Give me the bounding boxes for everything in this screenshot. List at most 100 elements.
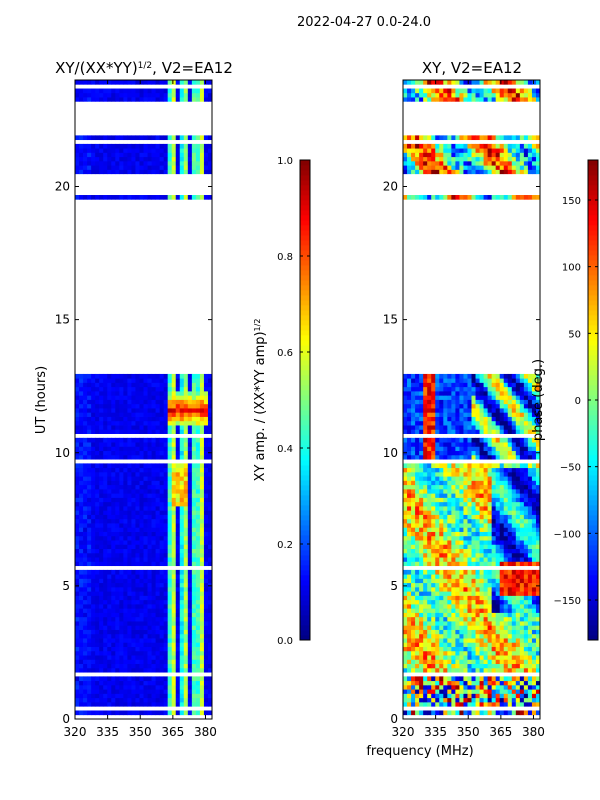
heatmap-cell	[75, 561, 80, 567]
heatmap-cell	[203, 599, 209, 605]
heatmap-cell	[187, 446, 193, 452]
heatmap-cell	[87, 531, 92, 537]
heatmap-cell	[75, 390, 80, 396]
heatmap-cell	[151, 403, 156, 409]
heatmap-cell	[515, 535, 521, 541]
heatmap-cell	[199, 676, 205, 682]
heatmap-cell	[107, 160, 112, 166]
heatmap-cell	[87, 425, 92, 430]
heatmap-cell	[131, 523, 136, 528]
heatmap-cell	[419, 650, 424, 656]
heatmap-cell	[523, 693, 529, 699]
heatmap-cell	[103, 578, 108, 584]
heatmap-cell	[155, 612, 161, 618]
heatmap-cell	[163, 569, 169, 575]
heatmap-cell	[87, 454, 92, 460]
heatmap-cell	[187, 412, 193, 417]
heatmap-cell	[195, 582, 201, 588]
heatmap-cell	[179, 390, 185, 396]
heatmap-cell	[103, 523, 108, 528]
heatmap-cell	[175, 135, 181, 141]
heatmap-cell	[147, 531, 152, 537]
heatmap-cell	[407, 586, 412, 592]
heatmap-cell	[187, 480, 193, 486]
heatmap-cell	[171, 667, 177, 673]
heatmap-cell	[175, 493, 181, 498]
heatmap-cell	[411, 484, 416, 490]
heatmap-cell	[519, 689, 525, 694]
heatmap-cell	[107, 506, 112, 511]
colorbar-swatch	[300, 385, 310, 391]
heatmap-cell	[183, 531, 189, 537]
heatmap-cell	[535, 501, 541, 507]
heatmap-cell	[443, 693, 448, 699]
heatmap-cell	[159, 156, 165, 162]
heatmap-cell	[79, 403, 84, 409]
heatmap-cell	[423, 659, 428, 665]
heatmap-cell	[103, 642, 108, 647]
heatmap-cell	[195, 399, 201, 405]
heatmap-cell	[459, 629, 464, 635]
heatmap-cell	[87, 569, 92, 575]
heatmap-cell	[435, 535, 440, 541]
heatmap-cell	[99, 655, 104, 660]
heatmap-cell	[87, 378, 92, 383]
heatmap-cell	[411, 650, 416, 656]
heatmap-cell	[419, 484, 424, 490]
heatmap-cell	[159, 676, 165, 682]
heatmap-cell	[411, 625, 416, 630]
heatmap-cell	[111, 578, 116, 584]
heatmap-cell	[151, 535, 156, 541]
heatmap-cell	[159, 480, 165, 486]
heatmap-cell	[95, 476, 100, 481]
heatmap-cell	[179, 591, 185, 596]
heatmap-cell	[199, 80, 205, 85]
heatmap-cell	[91, 148, 96, 153]
heatmap-cell	[103, 484, 108, 490]
heatmap-cell	[107, 425, 112, 430]
heatmap-cell	[99, 574, 104, 579]
heatmap-cell	[407, 540, 412, 545]
heatmap-cell	[119, 152, 124, 158]
heatmap-cell	[163, 527, 169, 532]
heatmap-cell	[135, 408, 140, 413]
heatmap-cell	[183, 527, 189, 532]
heatmap-cell	[83, 612, 88, 618]
heatmap-cell	[187, 663, 193, 669]
heatmap-cell	[131, 484, 136, 490]
heatmap-cell	[131, 552, 136, 558]
heatmap-cell	[171, 484, 177, 490]
heatmap-cell	[99, 552, 104, 558]
heatmap-cell	[151, 646, 156, 652]
heatmap-cell	[199, 531, 205, 537]
heatmap-cell	[163, 429, 169, 434]
heatmap-cell	[483, 518, 489, 524]
heatmap-cell	[159, 399, 165, 405]
heatmap-cell	[459, 633, 464, 639]
heatmap-cell	[99, 663, 104, 669]
heatmap-cell	[179, 697, 185, 703]
heatmap-cell	[415, 603, 420, 609]
heatmap-cell	[75, 446, 80, 452]
heatmap-cell	[95, 557, 100, 562]
heatmap-cell	[155, 684, 161, 690]
heatmap-cell	[123, 195, 128, 200]
heatmap-cell	[179, 569, 185, 575]
heatmap-cell	[187, 169, 193, 175]
heatmap-cell	[111, 689, 116, 694]
heatmap-cell	[455, 557, 460, 562]
heatmap-cell	[135, 169, 140, 175]
heatmap-cell	[159, 403, 165, 409]
heatmap-cell	[207, 425, 213, 430]
heatmap-cell	[455, 476, 460, 481]
heatmap-cell	[155, 646, 161, 652]
heatmap-cell	[531, 488, 537, 494]
heatmap-cell	[179, 493, 185, 498]
heatmap-cell	[171, 578, 177, 584]
heatmap-cell	[535, 663, 541, 669]
heatmap-cell	[143, 395, 148, 400]
heatmap-cell	[199, 697, 205, 703]
heatmap-cell	[135, 689, 140, 694]
heatmap-cell	[431, 574, 436, 579]
heatmap-cell	[115, 169, 120, 175]
